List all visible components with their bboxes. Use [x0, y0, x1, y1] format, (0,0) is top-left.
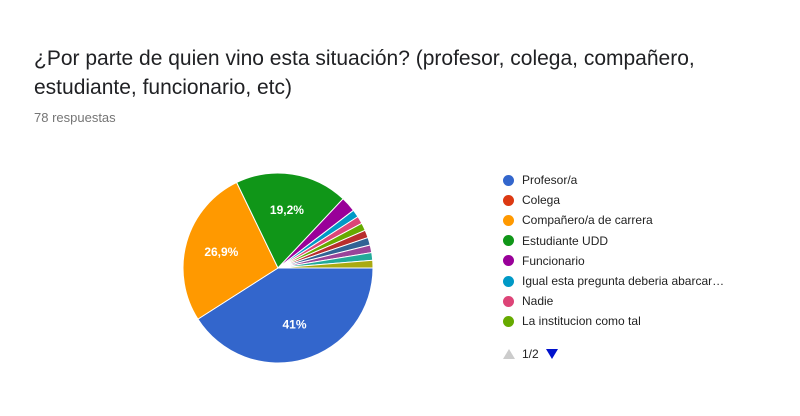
legend-item: Compañero/a de carrera [503, 210, 783, 230]
legend-label: Igual esta pregunta deberia abarcar… [522, 274, 725, 289]
legend-swatch [503, 315, 514, 327]
legend-item: Estudiante UDD [503, 231, 783, 251]
legend-label: Estudiante UDD [522, 233, 609, 248]
slice-data-label: 41% [282, 318, 306, 332]
pie-slices [182, 172, 374, 364]
legend-label: La institucion como tal [522, 314, 641, 329]
legend-page-indicator: 1/2 [522, 347, 539, 361]
legend-swatch [503, 174, 514, 186]
legend-list: Profesor/a Colega Compañero/a de carrera Es… [503, 170, 783, 332]
pie-chart: 41% 26,9% 19,2% [182, 172, 374, 364]
legend-swatch [503, 214, 514, 226]
legend-label: Profesor/a [522, 173, 578, 188]
legend-item: La institucion como tal [503, 311, 783, 331]
legend-swatch [503, 235, 514, 247]
legend-swatch [503, 295, 514, 307]
pie-data-labels: 41% 26,9% 19,2% [204, 203, 307, 332]
previous-page-icon[interactable] [503, 349, 515, 359]
legend-item: Funcionario [503, 251, 783, 271]
legend-swatch [503, 255, 514, 267]
pie-slice[interactable] [235, 172, 344, 269]
question-title: ¿Por parte de quien vino esta situación?… [34, 47, 695, 99]
pie-slice[interactable] [182, 181, 279, 320]
legend-item: Igual esta pregunta deberia abarcar… [503, 271, 783, 291]
legend-item: Colega [503, 190, 783, 210]
legend-label: Nadie [522, 294, 554, 309]
legend-label: Colega [522, 193, 561, 208]
slice-data-label: 26,9% [204, 245, 238, 259]
legend-item: Nadie [503, 291, 783, 311]
legend-label: Funcionario [522, 253, 585, 268]
legend-swatch [503, 194, 514, 206]
legend-pager: 1/2 [503, 347, 558, 361]
legend-item: Profesor/a [503, 170, 783, 190]
slice-data-label: 19,2% [270, 203, 304, 217]
pie-slice[interactable] [277, 259, 374, 269]
legend-label: Compañero/a de carrera [522, 213, 653, 228]
chart-legend: Profesor/a Colega Compañero/a de carrera Es… [503, 170, 783, 332]
response-count: 78 respuestas [34, 110, 116, 125]
next-page-icon[interactable] [545, 349, 558, 359]
legend-swatch [503, 275, 514, 287]
